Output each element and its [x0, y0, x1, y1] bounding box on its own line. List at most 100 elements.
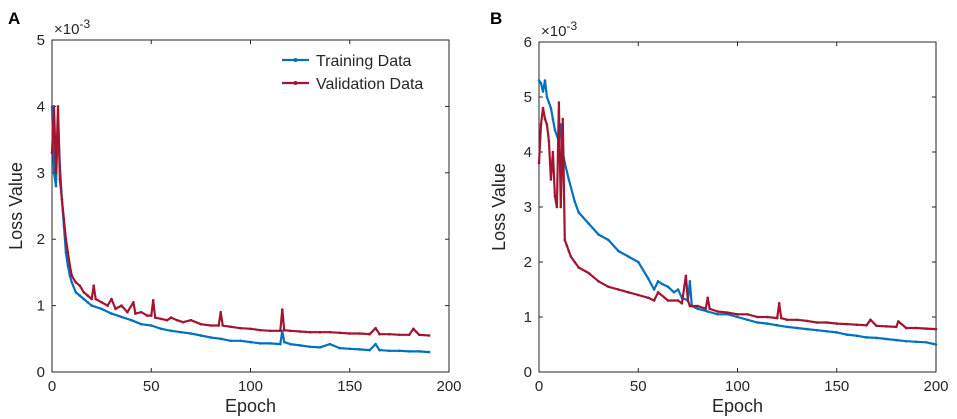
- data-point-training-data: [885, 337, 888, 341]
- data-point-validation-data: [869, 318, 872, 322]
- data-point-validation-data: [607, 285, 610, 289]
- data-point-validation-data: [94, 297, 97, 301]
- data-point-training-data: [64, 251, 68, 254]
- data-point-validation-data: [565, 244, 569, 247]
- data-point-training-data: [189, 332, 193, 335]
- data-point-training-data: [666, 285, 670, 289]
- x-tick-label: 150: [824, 378, 849, 395]
- legend: Training Data Validation Data: [282, 53, 423, 93]
- data-point-validation-data: [875, 324, 878, 328]
- data-point-training-data: [553, 128, 557, 132]
- y-tick-label: 4: [37, 98, 45, 115]
- data-point-validation-data: [159, 317, 163, 321]
- data-point-training-data: [706, 310, 709, 313]
- data-point-validation-data: [52, 105, 56, 108]
- data-point-training-data: [875, 336, 878, 340]
- data-point-validation-data: [181, 320, 185, 324]
- series-line-validation-data: [50, 105, 430, 337]
- data-point-validation-data: [82, 291, 86, 294]
- data-point-training-data: [358, 348, 362, 351]
- data-point-training-data: [845, 333, 848, 336]
- data-point-training-data: [70, 281, 74, 284]
- data-point-training-data: [308, 345, 312, 349]
- data-point-validation-data: [74, 281, 78, 284]
- data-point-training-data: [169, 329, 173, 333]
- data-point-validation-data: [547, 139, 551, 143]
- data-point-validation-data: [288, 329, 292, 333]
- data-point-training-data: [130, 318, 133, 322]
- legend-label-validation-data: Validation Data: [316, 76, 423, 93]
- y-exponent-label: ×10-3: [541, 19, 577, 40]
- data-point-validation-data: [90, 297, 93, 301]
- data-point-validation-data: [684, 274, 688, 278]
- x-tick-label: 0: [48, 378, 56, 395]
- data-point-training-data: [855, 334, 858, 338]
- y-axis-label: Loss Value: [6, 162, 26, 250]
- data-point-validation-data: [835, 322, 839, 325]
- data-point-validation-data: [114, 307, 117, 311]
- data-point-validation-data: [427, 334, 431, 337]
- data-point-validation-data: [637, 293, 640, 297]
- data-point-training-data: [249, 340, 252, 344]
- data-point-training-data: [279, 342, 282, 346]
- y-tick-label: 3: [37, 165, 45, 182]
- chart-panel-B: B 0 50 100 150 200 0 1 2 3 4 5 6 ×10-3 Epoch Loss Value: [489, 9, 949, 416]
- data-point-validation-data: [569, 255, 573, 258]
- data-point-training-data: [398, 349, 401, 353]
- legend-marker-validation-data: [293, 81, 298, 85]
- data-point-validation-data: [68, 264, 72, 268]
- data-point-training-data: [543, 79, 547, 82]
- data-point-validation-data: [904, 326, 908, 330]
- data-point-training-data: [54, 184, 58, 188]
- data-point-validation-data: [358, 332, 362, 335]
- data-point-validation-data: [175, 318, 179, 322]
- data-point-validation-data: [54, 171, 58, 175]
- x-tick-label: 0: [535, 378, 543, 395]
- data-point-training-data: [805, 327, 809, 331]
- y-tick-label: 3: [524, 199, 532, 216]
- data-point-training-data: [567, 178, 571, 181]
- data-point-validation-data: [412, 327, 415, 331]
- data-point-validation-data: [573, 260, 576, 264]
- data-point-training-data: [159, 327, 163, 331]
- data-point-training-data: [90, 304, 93, 307]
- y-tick-label: 5: [37, 32, 45, 49]
- data-point-validation-data: [559, 205, 563, 209]
- data-point-validation-data: [56, 105, 60, 108]
- data-point-training-data: [597, 233, 600, 236]
- series-line-training-data: [50, 106, 430, 354]
- data-point-training-data: [86, 301, 89, 304]
- data-point-training-data: [577, 211, 580, 214]
- data-point-validation-data: [895, 325, 898, 329]
- data-point-training-data: [573, 200, 576, 203]
- data-point-training-data: [766, 322, 769, 325]
- data-point-training-data: [417, 350, 421, 353]
- data-point-validation-data: [78, 284, 82, 288]
- data-point-validation-data: [539, 123, 543, 126]
- data-point-training-data: [835, 331, 839, 334]
- data-point-validation-data: [348, 332, 352, 335]
- data-point-training-data: [549, 106, 553, 110]
- data-point-training-data: [904, 339, 908, 343]
- data-point-validation-data: [140, 310, 143, 314]
- data-point-validation-data: [825, 321, 829, 324]
- data-point-validation-data: [563, 238, 567, 242]
- data-point-training-data: [82, 297, 86, 301]
- data-point-training-data: [547, 101, 551, 104]
- data-point-validation-data: [543, 117, 547, 121]
- data-point-validation-data: [239, 326, 242, 330]
- data-point-validation-data: [617, 288, 620, 291]
- data-point-training-data: [50, 105, 54, 108]
- data-point-validation-data: [189, 318, 193, 322]
- data-point-validation-data: [417, 333, 421, 337]
- data-point-training-data: [150, 324, 153, 327]
- data-point-training-data: [541, 90, 545, 93]
- data-point-validation-data: [58, 178, 62, 181]
- data-point-validation-data: [269, 329, 272, 333]
- data-point-validation-data: [110, 297, 113, 301]
- data-point-training-data: [672, 291, 676, 294]
- data-point-validation-data: [150, 314, 153, 317]
- data-point-validation-data: [680, 302, 684, 305]
- data-point-training-data: [914, 340, 918, 344]
